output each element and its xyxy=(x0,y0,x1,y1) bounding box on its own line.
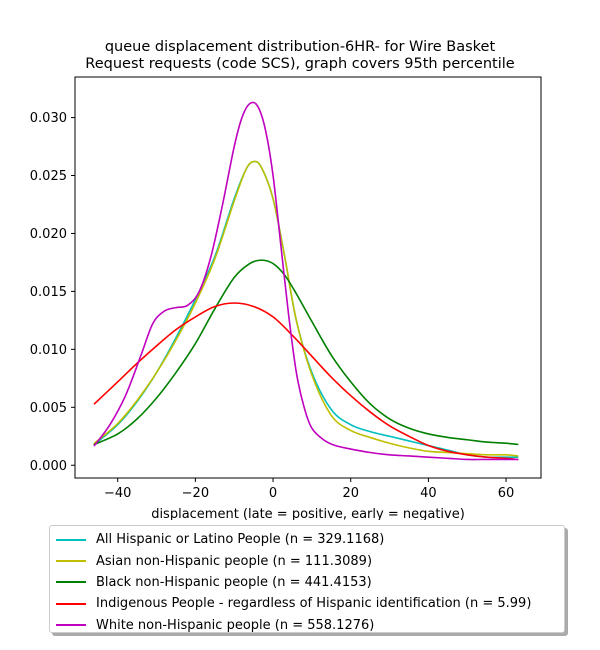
chart-title-line-1: queue displacement distribution-6HR- for… xyxy=(104,39,496,55)
y-tick-label: 0.000 xyxy=(30,459,67,474)
legend-swatch xyxy=(56,602,86,605)
legend-item: Black non-Hispanic people (n = 441.4153) xyxy=(56,572,564,593)
legend-label: All Hispanic or Latino People (n = 329.1… xyxy=(96,532,385,548)
chart-title-line-2: Request requests (code SCS), graph cover… xyxy=(85,56,515,72)
legend-item: All Hispanic or Latino People (n = 329.1… xyxy=(56,529,564,550)
y-tick-label: 0.030 xyxy=(30,111,67,126)
chart-canvas: −40 −20 0 20 40 60 0.0000.0050.0100.0150.0200… xyxy=(30,76,542,520)
legend-swatch xyxy=(56,538,86,541)
series-line-1 xyxy=(93,160,519,457)
series-line-2 xyxy=(93,259,519,446)
x-axis-label: displacement (late = positive, early = n… xyxy=(151,507,465,520)
legend-swatch xyxy=(56,560,86,563)
legend-label: Indigenous People - regardless of Hispan… xyxy=(96,596,532,612)
plot-frame xyxy=(74,76,542,479)
x-tick-label: −20 xyxy=(182,486,209,501)
series-line-3 xyxy=(93,302,519,461)
x-tick-label: 60 xyxy=(498,486,515,501)
legend-swatch xyxy=(56,581,86,584)
series-line-4 xyxy=(93,101,519,461)
legend-label: White non-Hispanic people (n = 558.1276) xyxy=(96,617,375,633)
legend-item: Asian non-Hispanic people (n = 111.3089) xyxy=(56,550,564,571)
y-tick-label: 0.025 xyxy=(30,169,67,184)
legend-label: Asian non-Hispanic people (n = 111.3089) xyxy=(96,553,373,569)
x-tick-label: −40 xyxy=(104,486,131,501)
legend: All Hispanic or Latino People (n = 329.1… xyxy=(49,525,565,633)
legend-swatch xyxy=(56,624,86,627)
y-tick-label: 0.010 xyxy=(30,343,67,358)
y-axis: 0.000 0.005 0.010 0.015 0.020 0.025 0.030 xyxy=(30,111,75,474)
y-tick-label: 0.020 xyxy=(30,227,67,242)
series-layer xyxy=(93,101,519,461)
x-tick-label: 0 xyxy=(269,486,277,501)
x-tick-label: 40 xyxy=(420,486,437,501)
legend-item: White non-Hispanic people (n = 558.1276) xyxy=(56,615,564,636)
legend-label: Black non-Hispanic people (n = 441.4153) xyxy=(96,574,372,590)
y-tick-label: 0.005 xyxy=(30,401,67,416)
y-tick-label: 0.015 xyxy=(30,285,67,300)
legend-item: Indigenous People - regardless of Hispan… xyxy=(56,593,564,614)
x-tick-label: 20 xyxy=(342,486,359,501)
x-axis: −40 −20 0 20 40 60 xyxy=(104,478,514,501)
